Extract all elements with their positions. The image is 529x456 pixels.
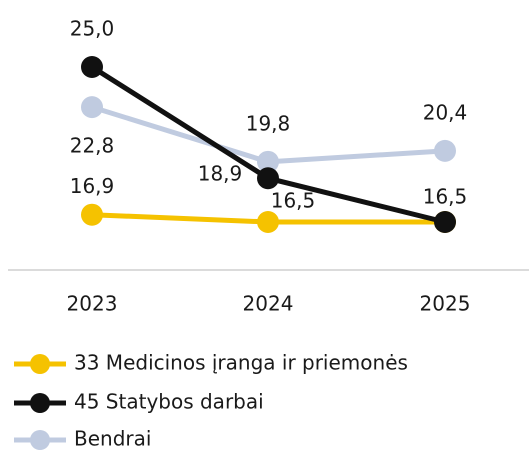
data-label: 18,9 [198, 162, 243, 186]
marker [257, 150, 279, 173]
legend-label: Bendrai [74, 427, 151, 451]
marker [81, 96, 103, 119]
data-label: 19,8 [246, 111, 291, 135]
x-tick-label: 2025 [420, 292, 471, 316]
legend-marker [30, 430, 50, 450]
x-tick-label: 2024 [243, 292, 294, 316]
data-label: 20,4 [423, 100, 468, 124]
x-tick-label: 2023 [67, 292, 118, 316]
legend-marker [30, 354, 50, 374]
line [90, 64, 446, 225]
legend-marker [30, 393, 50, 413]
data-label: 25,0 [70, 17, 115, 41]
marker [434, 139, 456, 162]
marker [81, 56, 103, 78]
marker [434, 211, 456, 233]
data-label: 16,5 [423, 185, 468, 209]
marker [257, 211, 279, 233]
data-label: 16,5 [271, 189, 316, 213]
legend-label: 33 Medicinos įranga ir priemonės [74, 351, 408, 375]
legend-label: 45 Statybos darbai [74, 390, 264, 414]
data-label: 16,9 [70, 174, 115, 198]
marker [81, 203, 103, 226]
data-label: 22,8 [70, 134, 115, 158]
marker [257, 167, 279, 190]
